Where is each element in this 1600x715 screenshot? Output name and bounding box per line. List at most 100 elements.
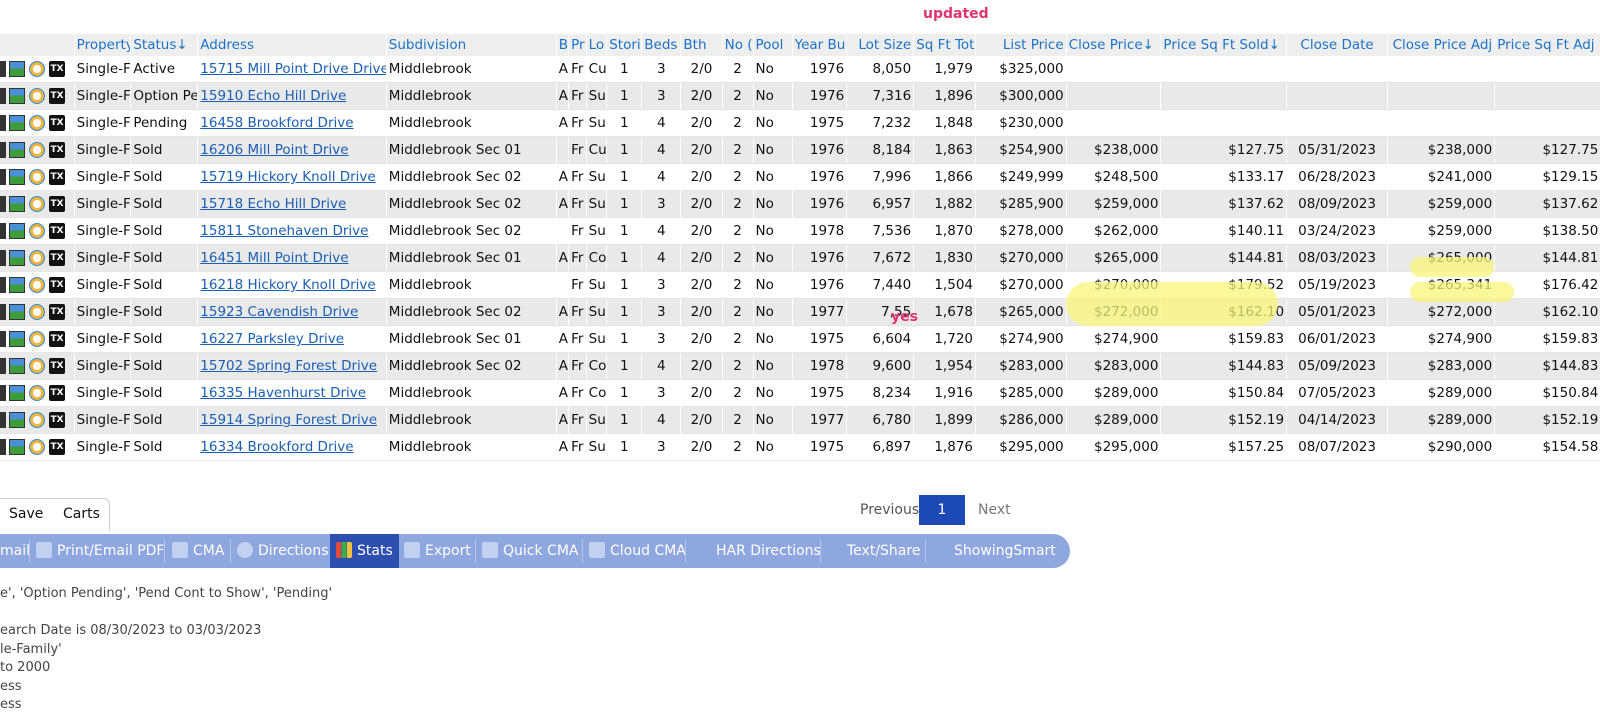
history-icon[interactable]	[29, 115, 45, 131]
tx-icon[interactable]: TX	[49, 250, 65, 266]
history-icon[interactable]	[29, 412, 45, 428]
address-link[interactable]: 16334 Brookford Drive	[200, 439, 354, 455]
cloud-cma-button[interactable]: Cloud CMA	[589, 534, 686, 568]
photo-icon[interactable]	[9, 169, 25, 185]
showingsmart-button[interactable]: ShowingSmart	[954, 543, 1056, 559]
header-bth[interactable]: Bth	[680, 34, 723, 56]
table-row[interactable]: TX Single-FaSold16227 Parksley Drive Middl…	[0, 325, 1600, 353]
address-link[interactable]: 15910 Echo Hill Drive	[200, 88, 347, 104]
tx-icon[interactable]: TX	[49, 88, 65, 104]
select-checkbox[interactable]	[0, 439, 6, 455]
photo-icon[interactable]	[9, 331, 25, 347]
photo-icon[interactable]	[9, 196, 25, 212]
table-row[interactable]: TX Single-FaSold16206 Mill Point Drive Mid…	[0, 136, 1600, 164]
address-link[interactable]: 16218 Hickory Knoll Drive	[200, 277, 376, 293]
address-link[interactable]: 16335 Havenhurst Drive	[200, 385, 367, 401]
table-row[interactable]: TX Single-FaSold16218 Hickory Knoll Drive…	[0, 271, 1600, 299]
select-checkbox[interactable]	[0, 223, 6, 239]
history-icon[interactable]	[29, 385, 45, 401]
table-row[interactable]: TX Single-FaSold16451 Mill Point Drive Mid…	[0, 244, 1600, 272]
address-link[interactable]: 16451 Mill Point Drive	[200, 250, 349, 266]
address-link[interactable]: 15811 Stonehaven Drive	[200, 223, 369, 239]
history-icon[interactable]	[29, 223, 45, 239]
history-icon[interactable]	[29, 358, 45, 374]
save-tab[interactable]: Save	[9, 506, 44, 522]
address-link[interactable]: 16458 Brookford Drive	[200, 115, 354, 131]
header-price-sqft-sold[interactable]: Price Sq Ft Sold↓	[1160, 34, 1288, 56]
table-row[interactable]: TX Single-FaSold15719 Hickory Knoll Drive…	[0, 163, 1600, 191]
export-button[interactable]: Export	[404, 534, 471, 568]
header-be[interactable]: Be	[556, 34, 570, 56]
history-icon[interactable]	[29, 196, 45, 212]
select-checkbox[interactable]	[0, 385, 6, 401]
table-row[interactable]: TX Single-FaSold15811 Stonehaven Drive Mid…	[0, 217, 1600, 245]
photo-icon[interactable]	[9, 223, 25, 239]
select-checkbox[interactable]	[0, 196, 6, 212]
tx-icon[interactable]: TX	[49, 142, 65, 158]
tx-icon[interactable]: TX	[49, 331, 65, 347]
photo-icon[interactable]	[9, 142, 25, 158]
history-icon[interactable]	[29, 277, 45, 293]
address-link[interactable]: 15718 Echo Hill Drive	[200, 196, 347, 212]
stats-button[interactable]: Stats	[330, 534, 399, 568]
table-row[interactable]: TX Single-FaPending16458 Brookford Drive M…	[0, 109, 1600, 137]
header-lot-size[interactable]: Lot Size	[846, 34, 915, 56]
select-checkbox[interactable]	[0, 88, 6, 104]
photo-icon[interactable]	[9, 385, 25, 401]
next-page-link[interactable]: Next	[978, 502, 1011, 518]
header-property[interactable]: Property	[74, 34, 132, 56]
tx-icon[interactable]: TX	[49, 169, 65, 185]
select-checkbox[interactable]	[0, 115, 6, 131]
tx-icon[interactable]: TX	[49, 277, 65, 293]
tx-icon[interactable]: TX	[49, 412, 65, 428]
tx-icon[interactable]: TX	[49, 61, 65, 77]
photo-icon[interactable]	[9, 277, 25, 293]
history-icon[interactable]	[29, 169, 45, 185]
address-link[interactable]: 15702 Spring Forest Drive	[200, 358, 378, 374]
current-page-button[interactable]: 1	[919, 495, 965, 525]
tx-icon[interactable]: TX	[49, 223, 65, 239]
select-checkbox[interactable]	[0, 358, 6, 374]
tx-icon[interactable]: TX	[49, 385, 65, 401]
header-lo[interactable]: Lo	[586, 34, 608, 56]
photo-icon[interactable]	[9, 439, 25, 455]
photo-icon[interactable]	[9, 88, 25, 104]
select-checkbox[interactable]	[0, 304, 6, 320]
tx-icon[interactable]: TX	[49, 115, 65, 131]
photo-icon[interactable]	[9, 115, 25, 131]
history-icon[interactable]	[29, 250, 45, 266]
history-icon[interactable]	[29, 331, 45, 347]
email-button[interactable]: mail	[0, 543, 30, 559]
header-sqft-total[interactable]: Sq Ft Total	[913, 34, 976, 56]
print-email-pdf-button[interactable]: Print/Email PDF	[36, 534, 165, 568]
select-checkbox[interactable]	[0, 331, 6, 347]
header-close-price-adj[interactable]: Close Price Adj	[1387, 34, 1496, 56]
directions-button[interactable]: Directions	[237, 534, 329, 568]
history-icon[interactable]	[29, 304, 45, 320]
table-row[interactable]: TX Single-FaSold15914 Spring Forest Drive…	[0, 406, 1600, 434]
carts-tab[interactable]: Carts	[63, 506, 100, 522]
table-row[interactable]: TX Single-FaSold15718 Echo Hill Drive Midd…	[0, 190, 1600, 218]
photo-icon[interactable]	[9, 304, 25, 320]
header-year-built[interactable]: Year Bu	[792, 34, 848, 56]
previous-page-link[interactable]: Previous	[860, 502, 920, 518]
select-checkbox[interactable]	[0, 142, 6, 158]
header-list-price[interactable]: List Price	[975, 34, 1067, 56]
table-row[interactable]: TX Single-FaSold15923 Cavendish Drive Midd…	[0, 298, 1600, 326]
header-pr[interactable]: Pr	[568, 34, 587, 56]
cma-button[interactable]: CMA	[172, 534, 224, 568]
history-icon[interactable]	[29, 142, 45, 158]
tx-icon[interactable]: TX	[49, 439, 65, 455]
header-address[interactable]: Address	[197, 34, 387, 56]
address-link[interactable]: 15719 Hickory Knoll Drive	[200, 169, 376, 185]
tx-icon[interactable]: TX	[49, 304, 65, 320]
table-row[interactable]: TX Single-FaSold16334 Brookford Drive Midd…	[0, 433, 1600, 461]
header-beds[interactable]: Beds	[641, 34, 682, 56]
header-subdivision[interactable]: Subdivision	[386, 34, 557, 56]
header-status[interactable]: Status↓	[130, 34, 199, 56]
select-checkbox[interactable]	[0, 277, 6, 293]
address-link[interactable]: 15914 Spring Forest Drive	[200, 412, 378, 428]
history-icon[interactable]	[29, 88, 45, 104]
tx-icon[interactable]: TX	[49, 196, 65, 212]
